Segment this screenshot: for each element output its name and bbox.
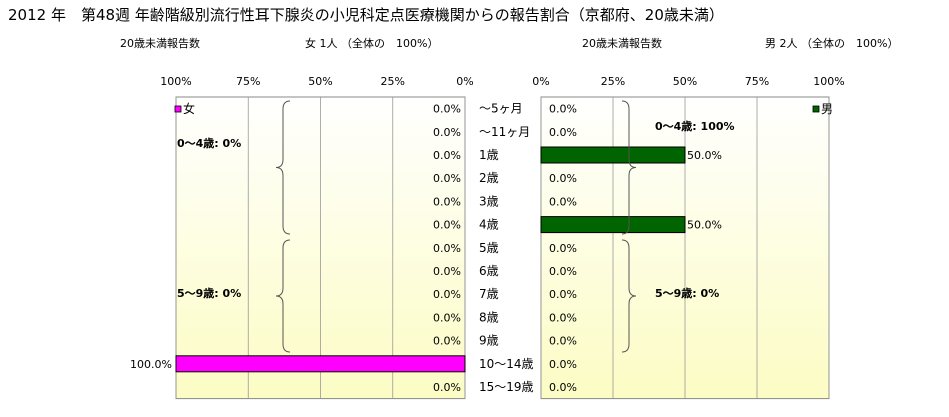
female-tick-label: 25% [381,75,405,88]
female-data-label: 0.0% [433,149,461,162]
male-data-label: 50.0% [687,219,722,232]
age-category-label: 15～19歳 [479,380,534,394]
male-data-label: 50.0% [687,149,722,162]
female-data-label: 0.0% [433,103,461,116]
female-data-label: 0.0% [433,288,461,301]
female-data-label: 0.0% [433,242,461,255]
female-data-label: 0.0% [433,265,461,278]
male-count-label: 20歳未満報告数 [582,37,662,50]
male-bracket-5-9 [621,239,637,353]
age-category-label: 7歳 [479,287,499,301]
male-data-label: 0.0% [549,126,577,139]
female-bracket-0-4 [275,100,291,235]
female-tick-label: 100% [160,75,191,88]
chart-title: 2012 年 第48週 年齢階級別流行性耳下腺炎の小児科定点医療機関からの報告割… [8,6,724,24]
male-data-label: 0.0% [549,288,577,301]
age-category-label: 4歳 [479,218,499,232]
male-legend-label: 男 [821,102,833,116]
age-category-label: 10～14歳 [479,357,534,371]
male-tick-label: 25% [601,75,625,88]
age-category-label: 6歳 [479,264,499,278]
male-data-label: 0.0% [549,265,577,278]
female-legend-swatch [174,105,182,113]
age-category-label: 2歳 [479,171,499,185]
female-group-label-5-9: 5～9歳: 0% [177,286,241,300]
female-legend-label: 女 [183,101,195,116]
female-data-label: 0.0% [433,172,461,185]
male-data-label: 0.0% [549,381,577,394]
age-category-label: 5歳 [479,241,499,255]
female-tick-label: 50% [308,75,332,88]
male-group-label-0-4: 0～4歳: 100% [655,119,735,133]
female-bracket-5-9 [275,239,291,353]
age-category-label: 1歳 [479,148,499,162]
age-category-label: ～11ヶ月 [479,125,530,139]
female-tick-label: 75% [236,75,260,88]
male-data-label: 0.0% [549,195,577,208]
female-tick-label: 0% [456,75,473,88]
male-data-label: 0.0% [549,311,577,324]
female-data-label: 0.0% [433,381,461,394]
female-count-label: 20歳未満報告数 [120,37,200,50]
male-data-label: 0.0% [549,358,577,371]
male-data-label: 0.0% [549,242,577,255]
male-tick-label: 0% [532,75,549,88]
female-data-label: 0.0% [433,126,461,139]
male-tick-label: 50% [673,75,697,88]
male-data-label: 0.0% [549,172,577,185]
female-data-label: 0.0% [433,195,461,208]
male-group-label-5-9: 5～9歳: 0% [655,286,719,300]
female-bar [175,355,466,373]
age-category-label: 9歳 [479,334,499,348]
female-summary: 女 1人 （全体の 100%） [305,37,439,50]
female-group-label-0-4: 0～4歳: 0% [177,136,241,150]
female-data-label: 0.0% [433,219,461,232]
male-legend-swatch [812,105,820,113]
male-data-label: 0.0% [549,335,577,348]
male-tick-label: 100% [813,75,844,88]
female-data-label: 0.0% [433,335,461,348]
female-data-label: 100.0% [130,358,172,371]
age-category-label: ～5ヶ月 [479,102,523,116]
age-category-label: 3歳 [479,194,499,208]
male-tick-label: 75% [745,75,769,88]
female-data-label: 0.0% [433,311,461,324]
age-category-label: 8歳 [479,310,499,324]
male-bar [540,216,686,234]
male-data-label: 0.0% [549,103,577,116]
male-bracket-0-4 [621,100,637,235]
male-summary: 男 2人 （全体の 100%） [765,37,899,50]
male-bar [540,146,686,164]
